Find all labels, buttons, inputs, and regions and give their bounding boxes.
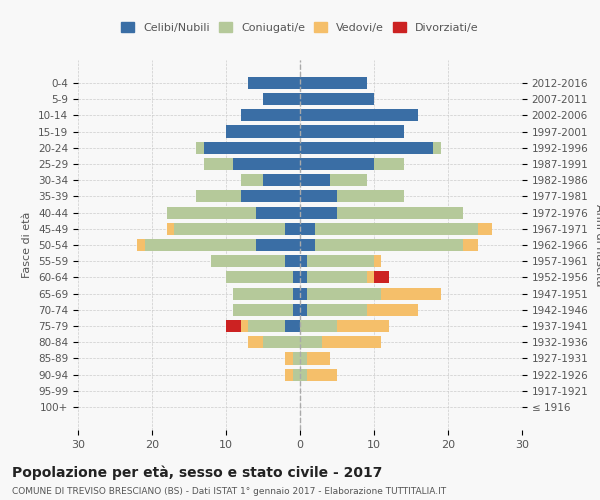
Bar bbox=[300, 320, 337, 332]
Bar bbox=[367, 272, 374, 283]
Bar bbox=[226, 320, 241, 332]
Bar bbox=[137, 239, 145, 251]
Bar bbox=[300, 255, 307, 268]
Bar bbox=[233, 304, 293, 316]
Bar bbox=[293, 272, 300, 283]
Bar bbox=[307, 368, 337, 381]
Bar bbox=[293, 352, 300, 364]
Bar bbox=[263, 93, 300, 105]
Bar bbox=[300, 352, 307, 364]
Bar bbox=[300, 239, 315, 251]
Text: Popolazione per età, sesso e stato civile - 2017: Popolazione per età, sesso e stato civil… bbox=[12, 465, 382, 479]
Bar bbox=[241, 174, 263, 186]
Bar bbox=[300, 158, 374, 170]
Bar bbox=[307, 272, 367, 283]
Bar bbox=[204, 142, 300, 154]
Bar bbox=[300, 93, 374, 105]
Bar bbox=[293, 288, 300, 300]
Bar bbox=[300, 304, 307, 316]
Bar bbox=[337, 206, 463, 218]
Bar bbox=[374, 255, 382, 268]
Bar bbox=[300, 77, 367, 89]
Bar bbox=[285, 255, 300, 268]
Bar bbox=[196, 142, 204, 154]
Bar bbox=[211, 255, 285, 268]
Bar bbox=[293, 304, 300, 316]
Y-axis label: Fasce di età: Fasce di età bbox=[22, 212, 32, 278]
Bar bbox=[329, 174, 367, 186]
Bar bbox=[241, 320, 248, 332]
Bar bbox=[167, 222, 174, 235]
Bar bbox=[300, 206, 337, 218]
Bar bbox=[167, 206, 256, 218]
Bar bbox=[300, 336, 322, 348]
Bar bbox=[300, 109, 418, 122]
Bar bbox=[263, 336, 300, 348]
Y-axis label: Anni di nascita: Anni di nascita bbox=[594, 204, 600, 286]
Bar bbox=[478, 222, 493, 235]
Bar bbox=[145, 239, 256, 251]
Bar bbox=[174, 222, 285, 235]
Bar bbox=[322, 336, 382, 348]
Bar bbox=[285, 368, 293, 381]
Bar bbox=[241, 109, 300, 122]
Bar bbox=[307, 304, 367, 316]
Bar bbox=[226, 272, 293, 283]
Bar bbox=[307, 352, 329, 364]
Bar bbox=[248, 336, 263, 348]
Bar bbox=[433, 142, 440, 154]
Bar bbox=[233, 288, 293, 300]
Bar bbox=[263, 174, 300, 186]
Bar bbox=[463, 239, 478, 251]
Bar bbox=[374, 272, 389, 283]
Bar bbox=[293, 368, 300, 381]
Bar bbox=[300, 174, 329, 186]
Bar bbox=[285, 320, 300, 332]
Bar bbox=[248, 320, 285, 332]
Bar bbox=[315, 222, 478, 235]
Bar bbox=[300, 142, 433, 154]
Text: COMUNE DI TREVISO BRESCIANO (BS) - Dati ISTAT 1° gennaio 2017 - Elaborazione TUT: COMUNE DI TREVISO BRESCIANO (BS) - Dati … bbox=[12, 488, 446, 496]
Bar bbox=[337, 320, 389, 332]
Legend: Celibi/Nubili, Coniugati/e, Vedovi/e, Divorziati/e: Celibi/Nubili, Coniugati/e, Vedovi/e, Di… bbox=[117, 18, 483, 37]
Bar bbox=[300, 272, 307, 283]
Bar bbox=[300, 368, 307, 381]
Bar bbox=[196, 190, 241, 202]
Bar bbox=[315, 239, 463, 251]
Bar bbox=[233, 158, 300, 170]
Bar bbox=[367, 304, 418, 316]
Bar bbox=[300, 222, 315, 235]
Bar bbox=[226, 126, 300, 138]
Bar bbox=[307, 255, 374, 268]
Bar bbox=[285, 222, 300, 235]
Bar bbox=[300, 126, 404, 138]
Bar bbox=[300, 190, 337, 202]
Bar bbox=[374, 158, 404, 170]
Bar bbox=[241, 190, 300, 202]
Bar bbox=[248, 77, 300, 89]
Bar bbox=[256, 239, 300, 251]
Bar bbox=[256, 206, 300, 218]
Bar bbox=[307, 288, 382, 300]
Bar bbox=[300, 288, 307, 300]
Bar bbox=[337, 190, 404, 202]
Bar bbox=[204, 158, 233, 170]
Bar bbox=[285, 352, 293, 364]
Bar bbox=[382, 288, 440, 300]
